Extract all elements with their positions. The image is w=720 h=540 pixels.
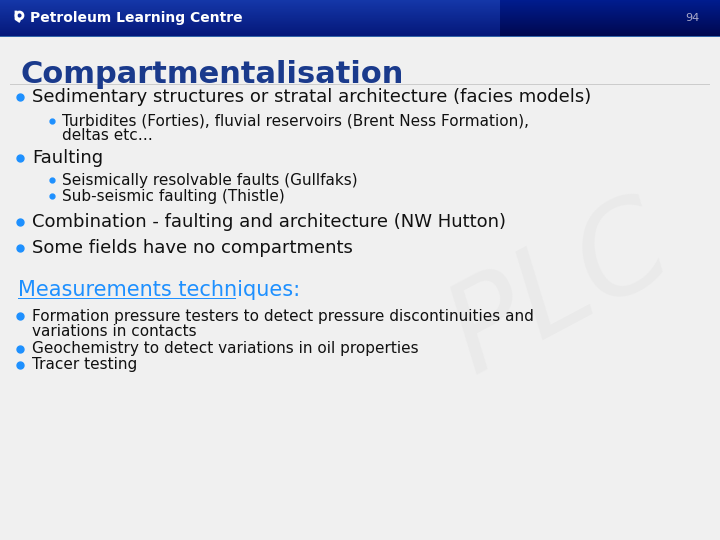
Bar (0, 0, 500, 1)
Bar (0, 14, 500, 15)
Bar (500, 30, 720, 31)
Bar (500, 2, 720, 3)
Bar (0, 8, 500, 9)
Bar (500, 14, 720, 15)
Bar (0, 13, 500, 14)
Bar (500, 24, 720, 25)
Bar (500, 33, 720, 34)
Bar (0, 29, 500, 30)
Text: Combination - faulting and architecture (NW Hutton): Combination - faulting and architecture … (32, 213, 506, 231)
Text: Petroleum Learning Centre: Petroleum Learning Centre (30, 11, 243, 25)
Bar (500, 3, 720, 4)
Text: 94: 94 (685, 13, 700, 23)
Bar (0, 5, 500, 6)
Bar (500, 32, 720, 33)
Bar (0, 17, 500, 18)
Bar (500, 18, 720, 19)
Text: deltas etc…: deltas etc… (62, 129, 153, 144)
Bar (500, 35, 720, 36)
Bar (0, 23, 500, 24)
Text: Sedimentary structures or stratal architecture (facies models): Sedimentary structures or stratal archit… (32, 88, 591, 106)
Bar (0, 6, 500, 7)
Bar (10, 84, 710, 85)
Bar (0, 19, 500, 20)
Bar (500, 10, 720, 11)
Bar (500, 13, 720, 14)
Bar (500, 27, 720, 28)
Bar (0, 7, 500, 8)
Bar (0, 3, 500, 4)
Bar (500, 4, 720, 5)
Bar (0, 1, 500, 2)
Bar (0, 35, 500, 36)
Bar (0, 28, 500, 29)
Bar (0, 16, 500, 17)
Bar (500, 17, 720, 18)
Bar (500, 7, 720, 8)
Bar (0, 18, 500, 19)
Bar (500, 9, 720, 10)
Bar (500, 8, 720, 9)
Bar (500, 29, 720, 30)
Bar (0, 22, 500, 23)
Text: Sub-seismic faulting (Thistle): Sub-seismic faulting (Thistle) (62, 188, 284, 204)
Bar (0, 34, 500, 35)
Bar (0, 20, 500, 21)
Text: Tracer testing: Tracer testing (32, 357, 138, 373)
Bar (0, 4, 500, 5)
Bar (0, 25, 500, 26)
Text: Formation pressure testers to detect pressure discontinuities and: Formation pressure testers to detect pre… (32, 308, 534, 323)
Bar (0, 21, 500, 22)
Bar (0, 26, 500, 27)
Bar (500, 31, 720, 32)
Text: PLC: PLC (429, 182, 691, 398)
Bar (500, 21, 720, 22)
Bar (18, 298, 236, 299)
Bar (500, 19, 720, 20)
Bar (500, 0, 720, 1)
Bar (500, 6, 720, 7)
Text: Measurements techniques:: Measurements techniques: (18, 280, 300, 300)
Bar (500, 23, 720, 24)
Bar (0, 12, 500, 13)
Bar (0, 31, 500, 32)
Text: Seismically resolvable faults (Gullfaks): Seismically resolvable faults (Gullfaks) (62, 172, 358, 187)
Bar (500, 12, 720, 13)
Bar (500, 28, 720, 29)
Bar (0, 15, 500, 16)
Bar (0, 9, 500, 10)
Text: variations in contacts: variations in contacts (32, 323, 197, 339)
Bar (500, 11, 720, 12)
Bar (500, 26, 720, 27)
Bar (0, 30, 500, 31)
Text: Geochemistry to detect variations in oil properties: Geochemistry to detect variations in oil… (32, 341, 418, 356)
Bar (500, 25, 720, 26)
Bar (500, 15, 720, 16)
Text: Compartmentalisation: Compartmentalisation (20, 60, 403, 89)
Bar (0, 27, 500, 28)
Bar (0, 11, 500, 12)
Bar (0, 32, 500, 33)
Bar (500, 22, 720, 23)
Bar (0, 33, 500, 34)
Bar (500, 16, 720, 17)
Bar (500, 1, 720, 2)
Bar (0, 2, 500, 3)
Text: Turbidites (Forties), fluvial reservoirs (Brent Ness Formation),: Turbidites (Forties), fluvial reservoirs… (62, 113, 529, 129)
Text: Faulting: Faulting (32, 149, 103, 167)
Bar (500, 20, 720, 21)
Text: Some fields have no compartments: Some fields have no compartments (32, 239, 353, 257)
Bar (0, 36, 720, 37)
Bar (0, 10, 500, 11)
Bar (0, 24, 500, 25)
Bar (500, 5, 720, 6)
Bar (500, 34, 720, 35)
